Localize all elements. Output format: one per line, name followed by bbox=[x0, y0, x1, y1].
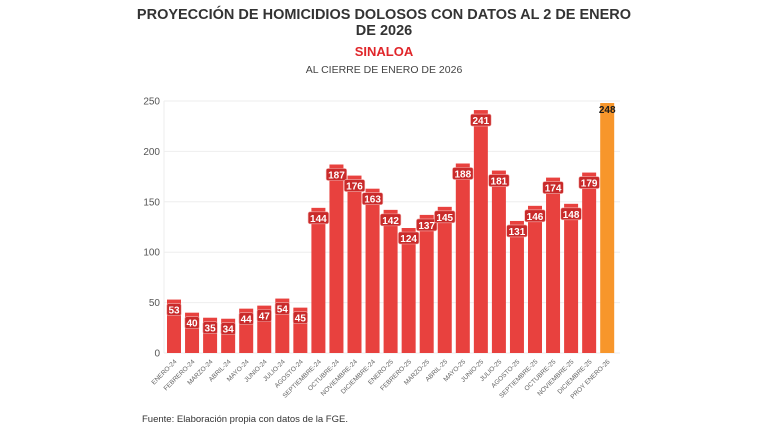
y-tick-label: 150 bbox=[143, 197, 160, 208]
data-label-bg bbox=[398, 231, 420, 245]
bar bbox=[347, 175, 362, 353]
data-label: 148 bbox=[563, 210, 580, 221]
data-label-bg bbox=[488, 174, 510, 187]
data-label-bg bbox=[361, 192, 384, 205]
chart-title-line-2: DE 2026 bbox=[355, 23, 413, 39]
bar bbox=[546, 177, 561, 353]
chart-title-line-1: PROYECCIÓN DE HOMICIDIOS DOLOSOS CON DAT… bbox=[136, 7, 632, 23]
data-label-bg bbox=[542, 181, 564, 194]
y-tick-label: 0 bbox=[154, 349, 160, 360]
data-label: 124 bbox=[400, 234, 417, 245]
data-label-bg bbox=[470, 113, 492, 127]
data-label: 47 bbox=[259, 312, 271, 323]
data-label-bg bbox=[524, 209, 546, 223]
data-label: 53 bbox=[168, 306, 180, 317]
bar bbox=[473, 110, 488, 354]
data-label-bg bbox=[560, 207, 582, 221]
data-label-bg bbox=[416, 218, 438, 232]
data-label: 146 bbox=[527, 212, 544, 223]
chart-title: PROYECCIÓN DE HOMICIDIOS DOLOSOS CON DAT… bbox=[0, 7, 768, 39]
bar bbox=[365, 188, 380, 353]
data-label-bg bbox=[434, 210, 456, 224]
data-label: 44 bbox=[241, 315, 253, 326]
data-label: 35 bbox=[205, 324, 217, 335]
bar bbox=[491, 170, 506, 353]
bar bbox=[600, 103, 615, 354]
bar bbox=[509, 220, 524, 353]
bar bbox=[329, 164, 344, 353]
data-label-bg bbox=[274, 302, 290, 315]
bar bbox=[419, 214, 434, 353]
data-label: 45 bbox=[295, 314, 307, 325]
data-label-bg bbox=[325, 168, 348, 181]
data-label: 174 bbox=[545, 184, 562, 195]
data-label: 176 bbox=[346, 182, 363, 193]
bar bbox=[455, 163, 470, 353]
data-label: 54 bbox=[277, 305, 289, 316]
data-label: 188 bbox=[454, 169, 471, 180]
data-label-bg bbox=[184, 316, 200, 329]
chart-source: Fuente: Elaboración propia con datos de … bbox=[142, 414, 348, 425]
data-label: 187 bbox=[328, 171, 345, 182]
bar bbox=[437, 206, 452, 353]
y-tick-label: 200 bbox=[143, 147, 160, 158]
data-label-bg bbox=[452, 167, 474, 180]
data-label: 137 bbox=[418, 221, 435, 232]
data-label-bg bbox=[256, 309, 272, 322]
data-label: 144 bbox=[310, 214, 327, 225]
data-label: 34 bbox=[223, 325, 235, 336]
data-label-bg bbox=[578, 176, 600, 189]
bar bbox=[564, 203, 579, 353]
data-label: 142 bbox=[382, 216, 399, 227]
data-label-bg bbox=[166, 303, 182, 316]
bar bbox=[528, 205, 542, 353]
data-label-bg bbox=[202, 321, 218, 335]
data-label: 40 bbox=[186, 319, 198, 330]
data-label: 181 bbox=[491, 177, 508, 188]
data-label-bg bbox=[506, 224, 528, 238]
y-tick-label: 100 bbox=[143, 248, 160, 259]
data-label-bg bbox=[220, 322, 236, 336]
data-label: 131 bbox=[509, 227, 526, 238]
y-tick-label: 50 bbox=[149, 298, 161, 309]
data-label-bg bbox=[238, 312, 254, 325]
y-tick-label: 250 bbox=[143, 97, 160, 108]
data-label: 248 bbox=[599, 105, 616, 116]
data-label: 163 bbox=[364, 195, 381, 206]
bar bbox=[311, 207, 326, 353]
data-label: 179 bbox=[581, 179, 598, 190]
data-label-bg bbox=[307, 211, 330, 225]
data-label-bg bbox=[379, 213, 402, 227]
data-label-bg bbox=[292, 311, 308, 324]
data-label: 241 bbox=[473, 116, 490, 127]
bar bbox=[582, 172, 597, 353]
bar bbox=[383, 209, 398, 353]
chart-region: SINALOA bbox=[354, 44, 414, 59]
data-label: 145 bbox=[436, 213, 453, 224]
data-label-bg bbox=[343, 179, 366, 192]
chart-subtitle: AL CIERRE DE ENERO DE 2026 bbox=[305, 64, 463, 76]
bar bbox=[401, 228, 416, 353]
